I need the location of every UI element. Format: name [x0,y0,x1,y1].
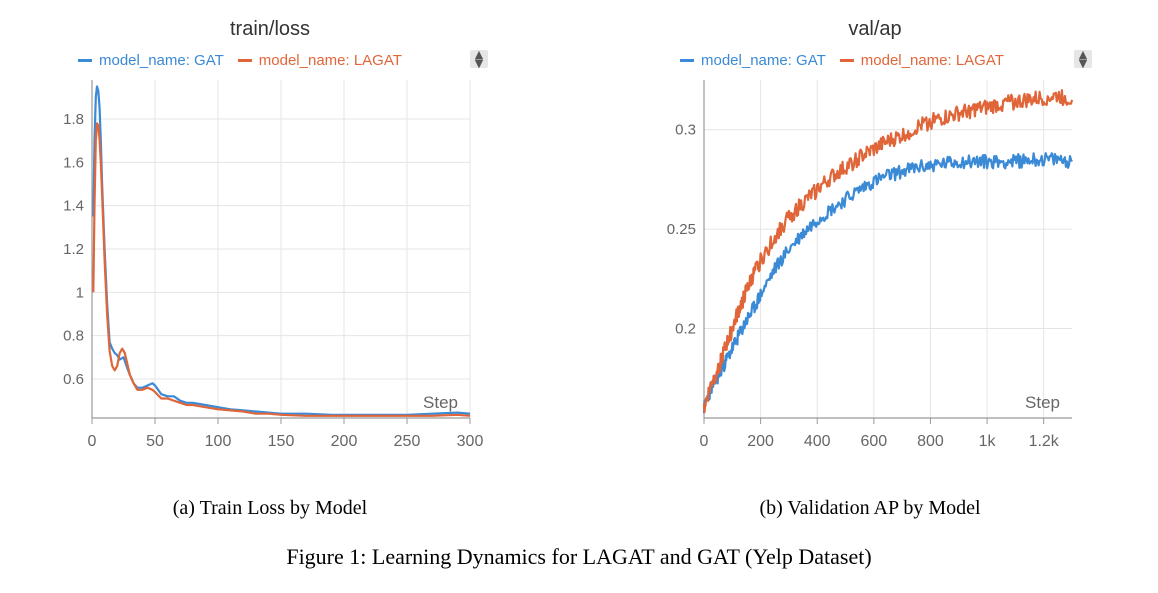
chart-title: val/ap [848,18,902,40]
legend-item-gat[interactable]: model_name: GAT [680,52,826,69]
train-loss-chart: 0.6 0.8 1 1.2 1.4 1.6 1.8 0 50 100 150 200 250 300 Ste… [63,80,484,450]
x-tick-label: 200 [747,433,774,450]
figure-caption: Figure 1: Learning Dynamics for LAGAT an… [286,544,872,569]
x-tick-label: 100 [205,433,232,450]
y-tick-label: 0.25 [667,221,696,238]
legend-item-gat[interactable]: model_name: GAT [78,52,224,69]
series-line-gat [702,152,1073,414]
x-tick-label: 200 [331,433,358,450]
legend-label-gat: model_name: GAT [99,51,224,69]
series-line-lagat [702,89,1074,414]
y-tick-label: 0.6 [63,371,84,388]
x-axis-label: Step [1025,393,1060,412]
chart-legend: model_name: GAT model_name: LAGAT [680,50,1018,70]
x-tick-label: 0 [700,433,709,450]
y-tick-label: 1.4 [63,198,84,215]
legend-swatch-gat [78,58,92,62]
subfigure-caption-b: (b) Validation AP by Model [759,497,981,519]
series-line-gat [92,85,471,416]
chart-title: train/loss [229,18,311,40]
x-tick-label: 600 [860,433,887,450]
y-tick-label: 1 [76,284,84,301]
x-tick-label: 1.2k [1029,433,1060,450]
legend-label-lagat: model_name: LAGAT [860,51,1004,69]
x-tick-label: 250 [394,433,421,450]
y-tick-label: 1.8 [63,111,84,128]
y-tick-label: 0.2 [675,321,696,338]
train-loss-panel: train/loss model_name: GAT model_name: L… [40,10,500,480]
val-ap-panel: val/ap model_name: GAT model_name: LAGAT… [630,10,1120,480]
x-tick-label: 150 [268,433,295,450]
sort-updown-icon[interactable]: ▲ ▼ [1074,49,1092,69]
sort-updown-icon[interactable]: ▲ ▼ [470,49,488,69]
y-tick-label: 1.2 [63,241,84,258]
x-axis-label: Step [423,393,458,412]
legend-label-lagat: model_name: LAGAT [258,51,402,69]
x-tick-label: 0 [88,433,97,450]
legend-item-lagat[interactable]: model_name: LAGAT [237,51,402,69]
val-ap-chart: 0.2 0.25 0.3 0 200 400 600 800 1k 1.2k Step [667,80,1074,450]
x-tick-label: 50 [146,433,164,450]
series-line-lagat [92,122,471,417]
x-tick-label: 400 [804,433,831,450]
chart-legend: model_name: GAT model_name: LAGAT [78,50,416,70]
y-tick-label: 0.3 [675,122,696,139]
legend-item-lagat[interactable]: model_name: LAGAT [839,51,1004,69]
legend-swatch-gat [680,58,694,62]
x-tick-label: 300 [457,433,484,450]
legend-label-gat: model_name: GAT [701,51,826,69]
y-tick-label: 0.8 [63,328,84,345]
y-tick-label: 1.6 [63,154,84,171]
x-tick-label: 800 [917,433,944,450]
legend-swatch-lagat [237,58,252,62]
subfigure-caption-a: (a) Train Loss by Model [172,497,368,519]
x-tick-label: 1k [979,433,997,450]
legend-swatch-lagat [839,58,854,62]
